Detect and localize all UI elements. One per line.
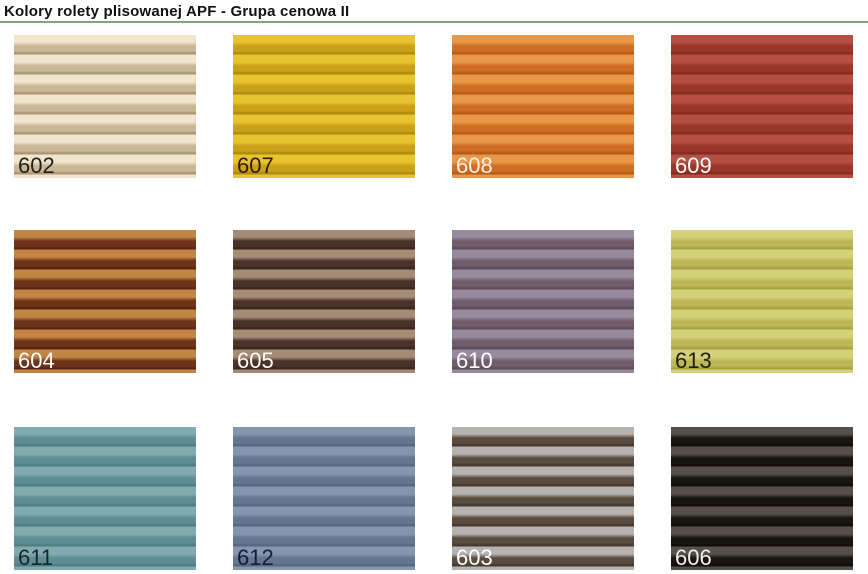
swatch-label: 607 (237, 153, 274, 178)
swatch-label: 608 (456, 153, 493, 178)
swatch-label: 613 (675, 348, 712, 373)
swatch-612: 612 (233, 427, 415, 570)
swatch-604: 604 (14, 230, 196, 373)
swatch-label: 610 (456, 348, 493, 373)
swatch-609: 609 (671, 35, 853, 178)
swatch-602: 602 (14, 35, 196, 178)
swatch-611: 611 (14, 427, 196, 570)
swatch-label: 609 (675, 153, 712, 178)
page-title: Kolory rolety plisowanej APF - Grupa cen… (4, 3, 350, 20)
swatch-label: 606 (675, 545, 712, 570)
swatch-608: 608 (452, 35, 634, 178)
swatch-613: 613 (671, 230, 853, 373)
swatch-610: 610 (452, 230, 634, 373)
swatch-603: 603 (452, 427, 634, 570)
swatch-label: 604 (18, 348, 55, 373)
swatch-label: 603 (456, 545, 493, 570)
title-underline (0, 21, 868, 23)
swatch-606: 606 (671, 427, 853, 570)
swatch-label: 611 (18, 545, 54, 570)
swatch-605: 605 (233, 230, 415, 373)
swatch-607: 607 (233, 35, 415, 178)
swatch-label: 605 (237, 348, 274, 373)
swatch-label: 612 (237, 545, 274, 570)
swatch-label: 602 (18, 153, 55, 178)
